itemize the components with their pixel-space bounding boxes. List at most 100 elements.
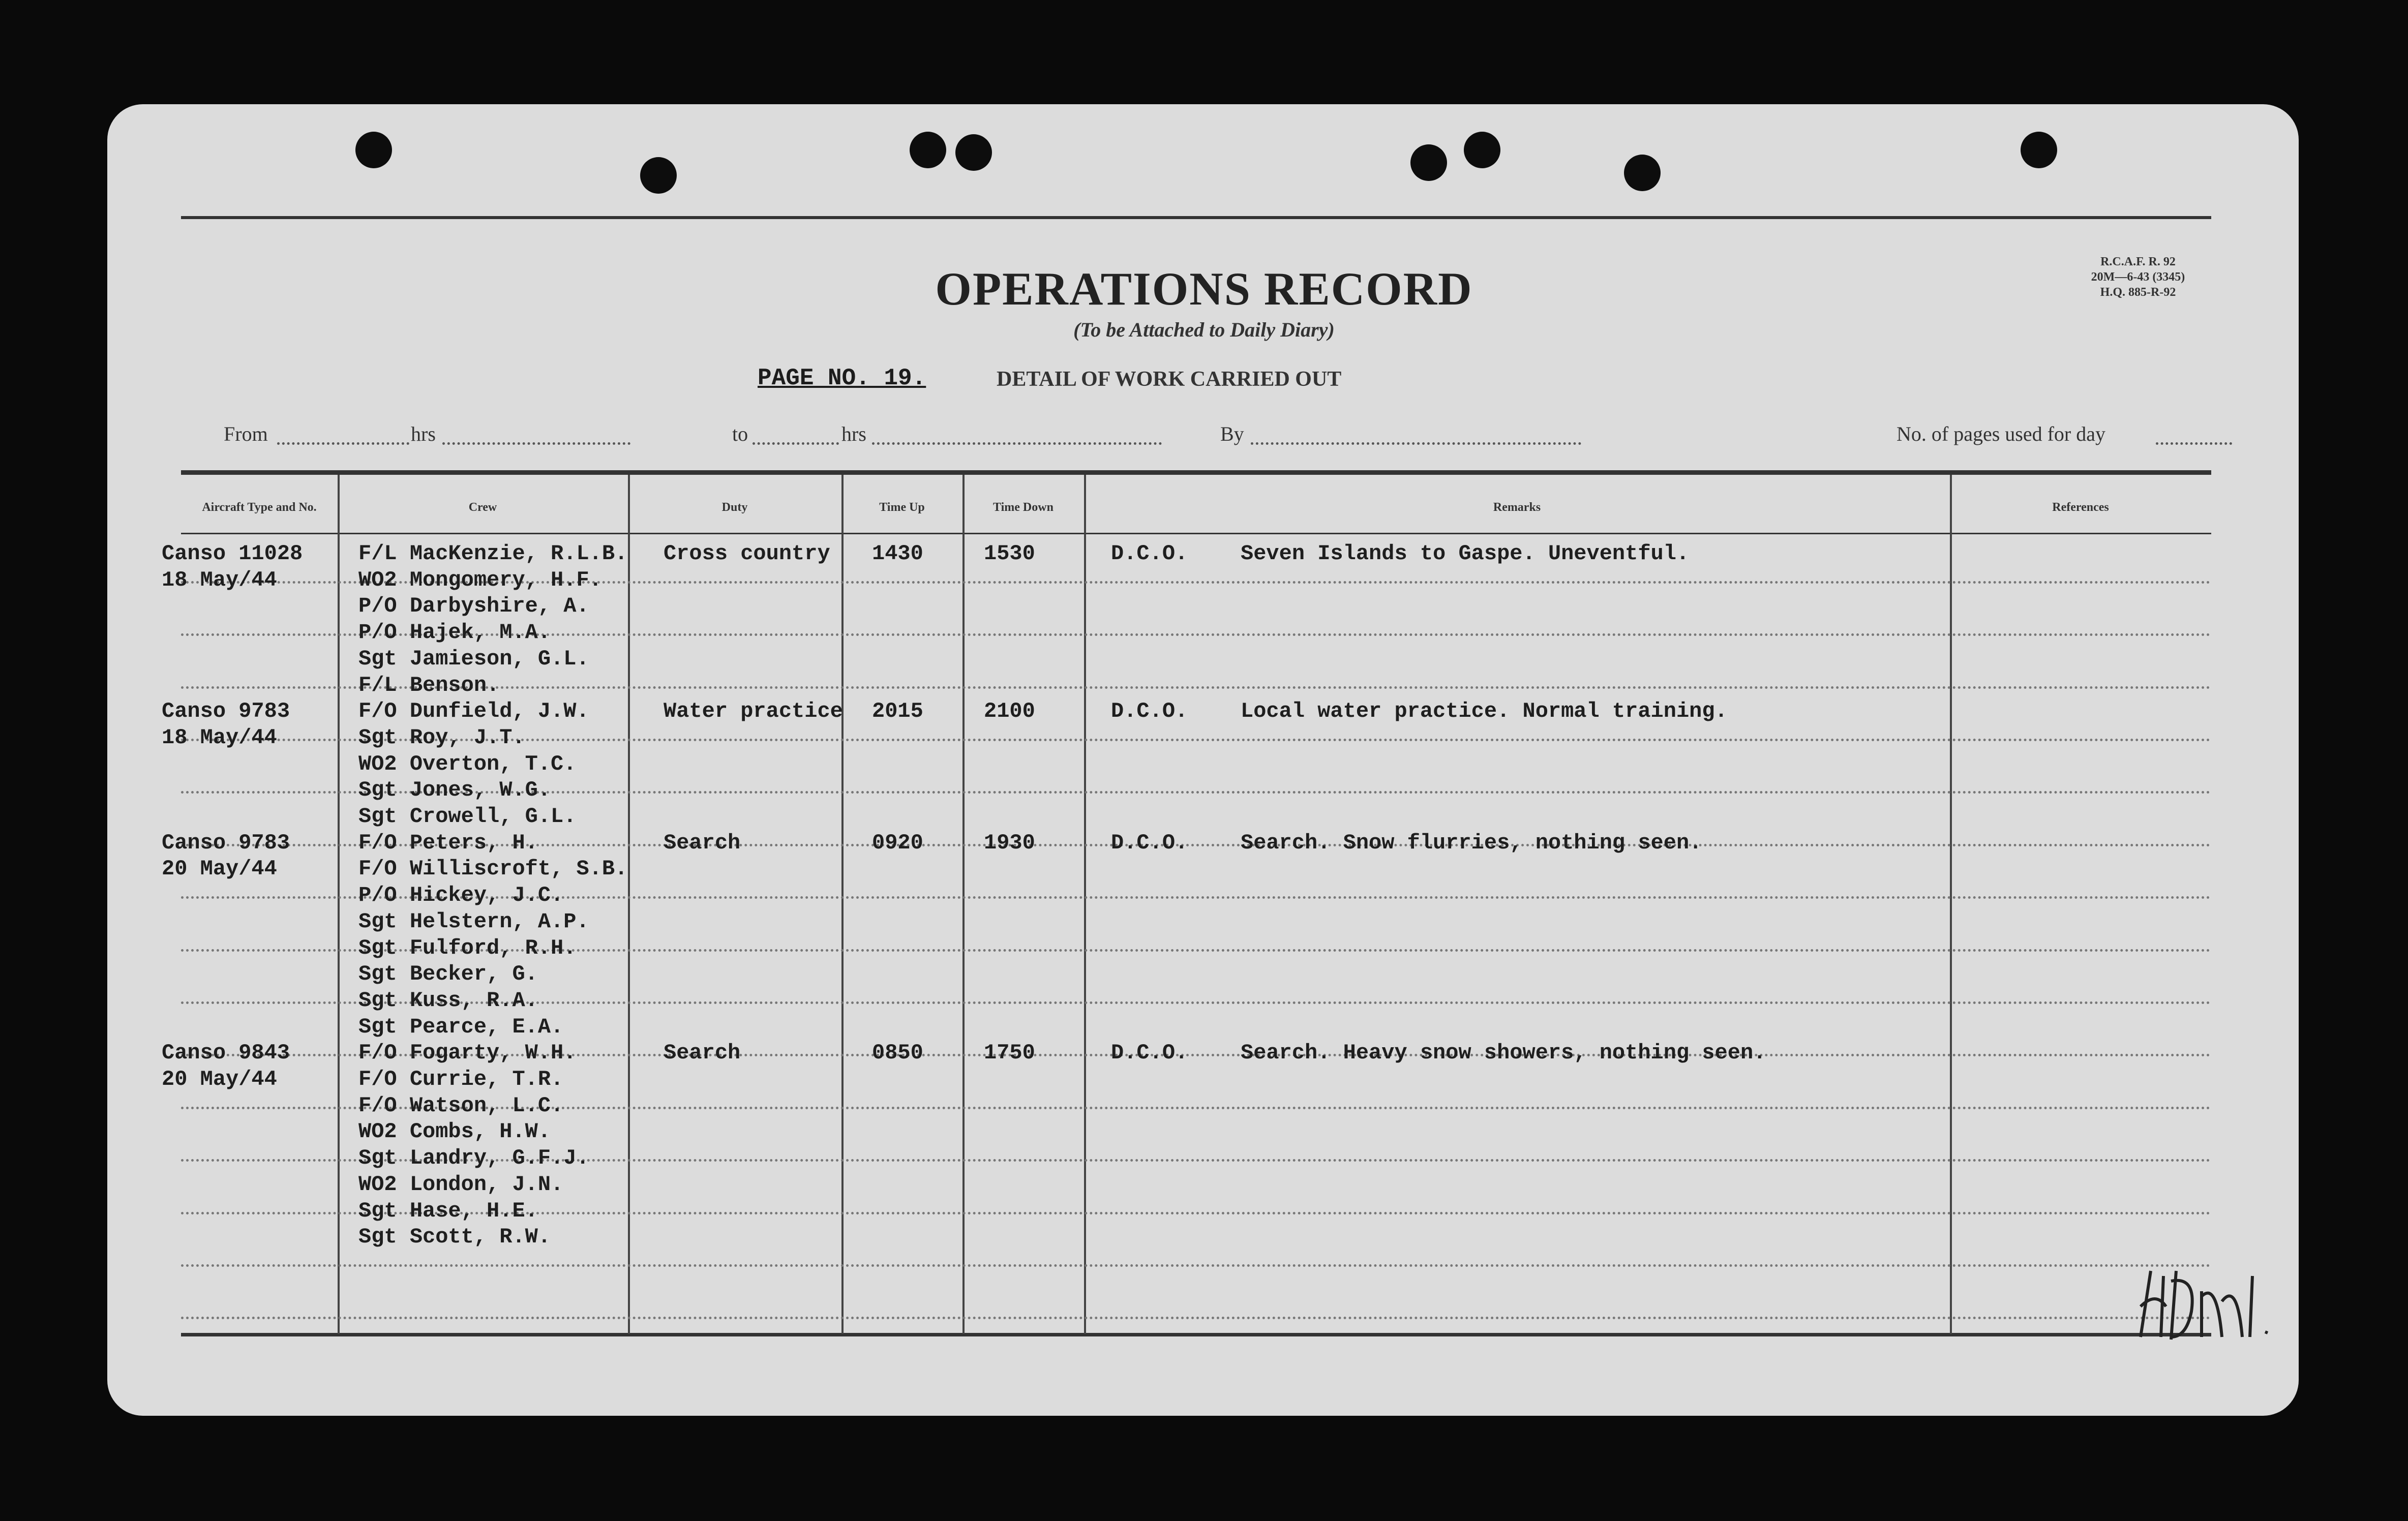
ruled-line (181, 843, 2211, 846)
flight-date: 20 May/44 (162, 857, 277, 881)
column-divider (841, 475, 844, 1334)
page-number: PAGE NO. 19. (758, 365, 926, 391)
pages-used-field (2156, 442, 2232, 445)
crew-member: Sgt Landry, G.F.J. (358, 1146, 589, 1171)
page-subtitle: (To be Attached to Daily Diary) (1073, 318, 1335, 341)
remarks: Seven Islands to Gaspe. Uneventful. (1241, 541, 1690, 566)
aircraft-type-number: Canso 9783 (162, 830, 290, 855)
crew-member: WO2 Overton, T.C. (358, 751, 577, 776)
time-down: 2100 (984, 699, 1035, 724)
crew-member: F/L Benson. (358, 673, 500, 697)
form-number-line: H.Q. 885-R-92 (2100, 286, 2176, 299)
punch-hole (355, 132, 392, 168)
crew-member: Sgt Hase, H.E. (358, 1198, 538, 1223)
crew-member: F/O Williscroft, S.B. (358, 857, 628, 881)
ruled-line (181, 1264, 2211, 1267)
from-date-field (442, 442, 630, 445)
crew-member: Sgt Crowell, G.L. (358, 804, 577, 829)
aircraft-type-number: Canso 9843 (162, 1041, 290, 1066)
form-number-line: 20M—6-43 (3345) (2091, 270, 2185, 284)
column-divider (628, 475, 630, 1334)
ruled-line (181, 1106, 2211, 1109)
crew-member: P/O Hajek, M.A. (358, 620, 551, 645)
time-up: 0850 (872, 1041, 923, 1066)
column-header-remarks: Remarks (1493, 501, 1541, 514)
to-label: to (732, 422, 748, 445)
crew-member: F/L MacKenzie, R.L.B. (358, 541, 628, 566)
column-header-aircraft: Aircraft Type and No. (202, 501, 317, 514)
punch-hole (1624, 155, 1661, 191)
column-header-crew: Crew (468, 501, 497, 514)
punch-hole (910, 132, 946, 168)
crew-member: WO2 London, J.N. (358, 1172, 564, 1197)
time-up: 1430 (872, 541, 923, 566)
crew-member: P/O Darbyshire, A. (358, 594, 589, 619)
time-down: 1930 (984, 830, 1035, 855)
to-field (752, 442, 839, 445)
header-rule (181, 533, 2211, 534)
crew-member: F/O Currie, T.R. (358, 1067, 564, 1091)
crew-member: F/O Fogarty, W.H. (358, 1041, 577, 1066)
detail-heading: DETAIL OF WORK CARRIED OUT (997, 368, 1342, 391)
aircraft-type-number: Canso 9783 (162, 699, 290, 724)
ruled-line (181, 738, 2211, 741)
column-header-time-up: Time Up (879, 501, 925, 514)
time-down: 1750 (984, 1041, 1035, 1066)
top-rule (181, 216, 2211, 219)
crew-member: WO2 Combs, H.W. (358, 1119, 551, 1144)
ruled-line (181, 1317, 2211, 1320)
flight-date: 20 May/44 (162, 1067, 277, 1091)
crew-member: F/O Dunfield, J.W. (358, 699, 589, 724)
crew-member: Sgt Becker, G. (358, 962, 538, 987)
crew-member: WO2 Mongomery, H.F. (358, 567, 602, 592)
ruled-line (181, 581, 2211, 584)
hrs-label: hrs (411, 422, 436, 445)
crew-member: Sgt Jamieson, G.L. (358, 646, 589, 671)
pages-used-label: No. of pages used for day (1897, 422, 2105, 445)
crew-member: F/O Watson, L.C. (358, 1093, 564, 1118)
flight-date: 18 May/44 (162, 725, 277, 750)
authority: D.C.O. (1111, 699, 1188, 724)
ruled-line (181, 949, 2211, 952)
ruled-line (181, 633, 2211, 636)
ruled-line (181, 1211, 2211, 1214)
remarks: Search. Heavy snow showers, nothing seen… (1241, 1041, 1766, 1066)
table-top-rule (181, 470, 2211, 475)
flight-date: 18 May/44 (162, 567, 277, 592)
signature-initials (2139, 1270, 2269, 1340)
aircraft-type-number: Canso 11028 (162, 541, 303, 566)
column-divider (962, 475, 965, 1334)
authority: D.C.O. (1111, 830, 1188, 855)
table-bottom-rule (181, 1333, 2211, 1336)
authority: D.C.O. (1111, 541, 1188, 566)
time-up: 2015 (872, 699, 923, 724)
hrs-label: hrs (841, 422, 866, 445)
ruled-line (181, 1001, 2211, 1004)
crew-member: Sgt Kuss, R.A. (358, 988, 538, 1013)
remarks: Search. Snow flurries, nothing seen. (1241, 830, 1702, 855)
time-up: 0920 (872, 830, 923, 855)
ruled-line (181, 1159, 2211, 1162)
form-number-line: R.C.A.F. R. 92 (2100, 255, 2176, 268)
remarks: Local water practice. Normal training. (1241, 699, 1728, 724)
ruled-line (181, 791, 2211, 794)
authority: D.C.O. (1111, 1041, 1188, 1066)
by-field (1251, 442, 1581, 445)
record-card (107, 104, 2299, 1416)
from-label: From (224, 422, 268, 445)
punch-hole (955, 134, 992, 171)
crew-member: Sgt Jones, W.G. (358, 778, 551, 803)
punch-hole (1464, 132, 1500, 168)
crew-member: Sgt Pearce, E.A. (358, 1014, 564, 1039)
crew-member: P/O Hickey, J.C. (358, 883, 564, 908)
ruled-line (181, 896, 2211, 899)
crew-member: Sgt Helstern, A.P. (358, 909, 589, 934)
column-header-time-down: Time Down (993, 501, 1054, 514)
duty: Water practice (664, 699, 843, 724)
column-divider (1950, 475, 1952, 1334)
crew-member: F/O Peters, H. (358, 830, 538, 855)
by-label: By (1220, 422, 1244, 445)
column-divider (1084, 475, 1086, 1334)
duty: Search (664, 830, 741, 855)
duty: Cross country (664, 541, 830, 566)
